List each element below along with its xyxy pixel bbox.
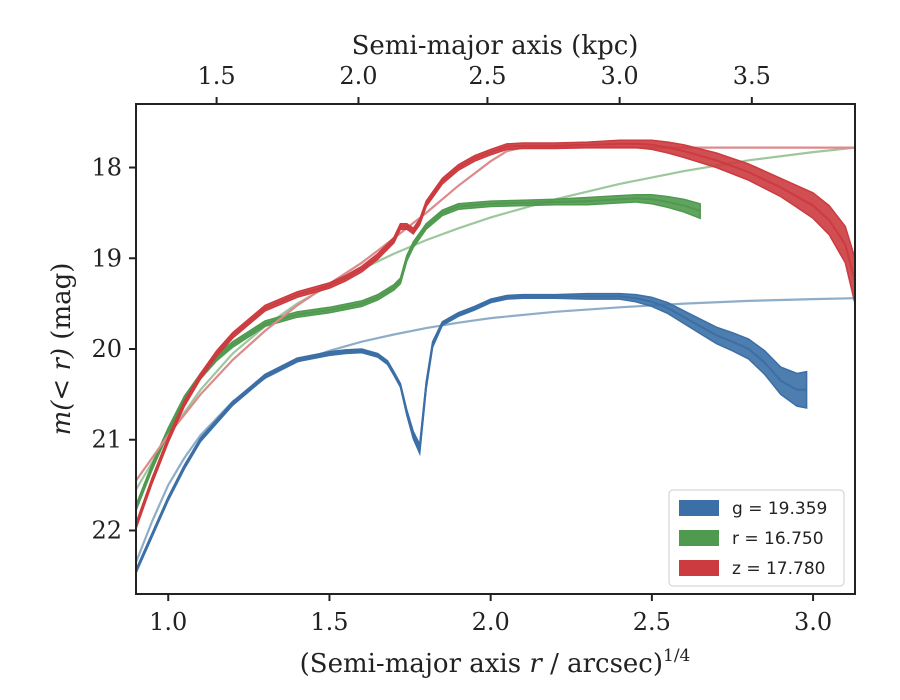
- model-curve-g: [136, 297, 855, 563]
- y-tick-label: 20: [91, 335, 122, 363]
- y-tick-label: 19: [91, 244, 122, 272]
- model-curve-r: [136, 146, 855, 491]
- model-curve-z: [136, 146, 855, 482]
- y-axis-title-unit: (mag): [47, 263, 77, 340]
- x-tick-label: 1.5: [310, 608, 348, 636]
- x2-tick-label: 3.5: [733, 62, 771, 90]
- legend-label-z: z = 17.780: [732, 559, 825, 579]
- x-tick-label: 1.0: [149, 608, 187, 636]
- plot-area: [136, 139, 855, 574]
- y-axis-title: m(< r) (mag): [47, 263, 77, 436]
- x2-tick-label: 3.0: [601, 62, 639, 90]
- y-tick-label: 21: [91, 426, 122, 454]
- profile-line-z: [136, 142, 855, 527]
- x2-tick-label: 2.0: [339, 62, 377, 90]
- x-axis-title: (Semi-major axis r / arcsec)1/4: [300, 646, 691, 679]
- legend-swatch-r: [679, 530, 719, 546]
- x2-tick-label: 1.5: [198, 62, 236, 90]
- x-tick-label: 2.5: [633, 608, 671, 636]
- legend-swatch-g: [679, 500, 719, 516]
- y-tick-label: 18: [91, 154, 122, 182]
- profile-band-r: [136, 193, 701, 511]
- x-axis-title-part1: (Semi-major axis: [300, 649, 521, 679]
- y-tick-label: 22: [91, 516, 122, 544]
- y-axis-title-var: m: [47, 411, 77, 436]
- legend-label-g: g = 19.359: [732, 499, 827, 519]
- profile-band-z: [136, 139, 855, 529]
- legend-swatch-z: [679, 560, 719, 576]
- y-axis-title-expr: (< r): [47, 348, 77, 411]
- x2-tick-label: 2.5: [468, 62, 506, 90]
- legend: g = 19.359 r = 16.750 z = 17.780: [668, 489, 845, 587]
- x-axis-title-part2: / arcsec): [550, 649, 663, 679]
- x-axis-title-exponent: 1/4: [663, 646, 690, 666]
- x-axis-title-var: r: [529, 649, 543, 679]
- profile-line-g: [136, 295, 807, 572]
- top-axis-title: Semi-major axis (kpc): [352, 31, 639, 61]
- x-tick-label: 3.0: [794, 608, 832, 636]
- legend-label-r: r = 16.750: [732, 529, 824, 549]
- axes-layer: 1.0 1.5 2.0 2.5 3.0 1.5 2.0 2.5 3.0 3.5 18 19 20 21 22: [91, 62, 832, 636]
- x-tick-label: 2.0: [472, 608, 510, 636]
